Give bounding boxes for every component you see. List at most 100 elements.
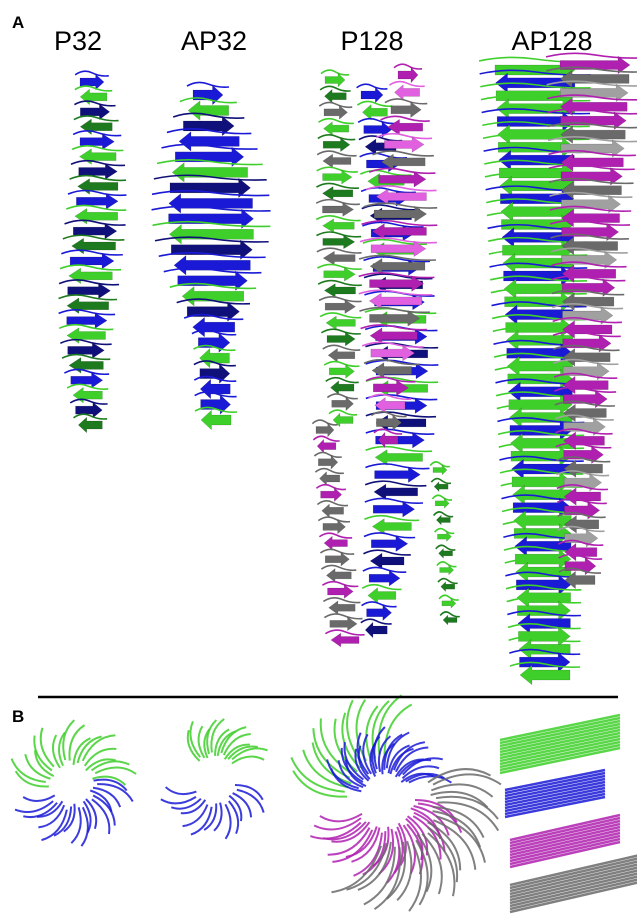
sheet-strand	[504, 780, 606, 804]
sheet-strand	[499, 725, 621, 754]
coil	[552, 330, 621, 338]
strand-trace	[381, 742, 396, 775]
strand-trace	[326, 759, 359, 790]
beta-strand	[368, 292, 423, 310]
strand-trace	[14, 770, 49, 788]
coil	[360, 169, 412, 177]
coil	[320, 564, 357, 572]
strand-trace	[362, 733, 373, 775]
sheet-strand	[509, 837, 621, 866]
beta-strand	[560, 125, 626, 144]
beta-strand	[563, 445, 604, 464]
coil	[316, 231, 362, 238]
sheet-strand	[509, 831, 621, 860]
beta-strand	[325, 315, 356, 331]
sheet-strand	[499, 731, 621, 760]
beta-strand	[397, 66, 419, 84]
sheet-strand	[499, 719, 621, 748]
beta-strand	[560, 167, 623, 186]
coil	[313, 451, 342, 458]
strand-trace	[346, 842, 388, 891]
sheet-strand	[509, 840, 621, 869]
strand-trace	[70, 807, 82, 844]
beta-strand	[323, 283, 356, 298]
beta-strand	[200, 394, 231, 415]
sheet-strand	[504, 774, 606, 798]
strand-trace	[346, 699, 363, 764]
beta-strand	[369, 310, 421, 327]
beta-strand	[323, 121, 349, 136]
strand-trace	[397, 758, 432, 777]
beta-strand	[562, 403, 607, 423]
sheet-strand	[499, 746, 621, 775]
sheet-strand	[504, 792, 606, 816]
strand-trace	[232, 792, 253, 818]
beta-strand	[183, 115, 235, 137]
sheet-strand	[499, 713, 621, 742]
coil	[321, 580, 359, 588]
coil	[553, 358, 619, 366]
coil	[551, 275, 626, 282]
sheet-strand	[509, 866, 637, 899]
strand-trace	[402, 757, 443, 776]
coil	[435, 544, 456, 551]
coil	[151, 189, 270, 197]
beta-strand	[375, 188, 427, 205]
coil	[318, 101, 353, 109]
beta-strand	[373, 483, 418, 501]
column-title: P32	[54, 26, 102, 56]
coil	[312, 435, 340, 442]
strand-trace	[383, 703, 413, 758]
coil	[361, 583, 402, 591]
beta-strand	[560, 139, 625, 158]
coil	[176, 298, 251, 305]
strand-trace	[437, 801, 500, 832]
strand-trace	[41, 809, 68, 842]
coil	[431, 494, 453, 501]
coil	[156, 158, 263, 166]
coil	[315, 198, 360, 206]
coil	[365, 428, 435, 435]
strand-trace	[22, 794, 56, 802]
coil	[172, 112, 245, 119]
sheet-strand	[509, 822, 621, 851]
beta-strand	[368, 569, 401, 587]
strand-trace	[357, 745, 371, 780]
coil	[547, 108, 637, 115]
beta-strand	[366, 604, 392, 622]
beta-strand	[562, 320, 613, 339]
coil	[58, 309, 116, 316]
strand-trace	[386, 841, 406, 900]
beta-strand	[316, 438, 337, 454]
strand-trace	[292, 770, 348, 798]
sheet-strand	[499, 716, 621, 745]
coil	[65, 204, 127, 212]
coil	[363, 202, 438, 209]
beta-strand	[320, 487, 343, 503]
strand-trace	[94, 766, 137, 775]
coil	[58, 323, 114, 331]
strand-trace	[393, 741, 426, 771]
coil	[558, 553, 603, 560]
strand-trace	[10, 758, 46, 784]
beta-strand	[332, 412, 354, 428]
beta-strand	[374, 396, 406, 414]
coil	[360, 324, 427, 331]
coil	[361, 601, 397, 608]
beta-strand	[373, 205, 428, 223]
coil	[393, 63, 423, 70]
beta-strand	[564, 515, 600, 534]
beta-strand	[564, 501, 601, 520]
coil	[361, 341, 424, 348]
coil	[323, 613, 363, 620]
beta-strand	[562, 389, 608, 409]
strand-trace	[92, 794, 116, 826]
coil	[320, 69, 350, 76]
coil	[318, 532, 353, 539]
coil	[74, 100, 116, 107]
strand-trace	[220, 726, 247, 754]
beta-strand	[168, 193, 253, 214]
strand-trace	[396, 840, 413, 901]
coil	[507, 610, 581, 617]
coil	[183, 313, 244, 321]
